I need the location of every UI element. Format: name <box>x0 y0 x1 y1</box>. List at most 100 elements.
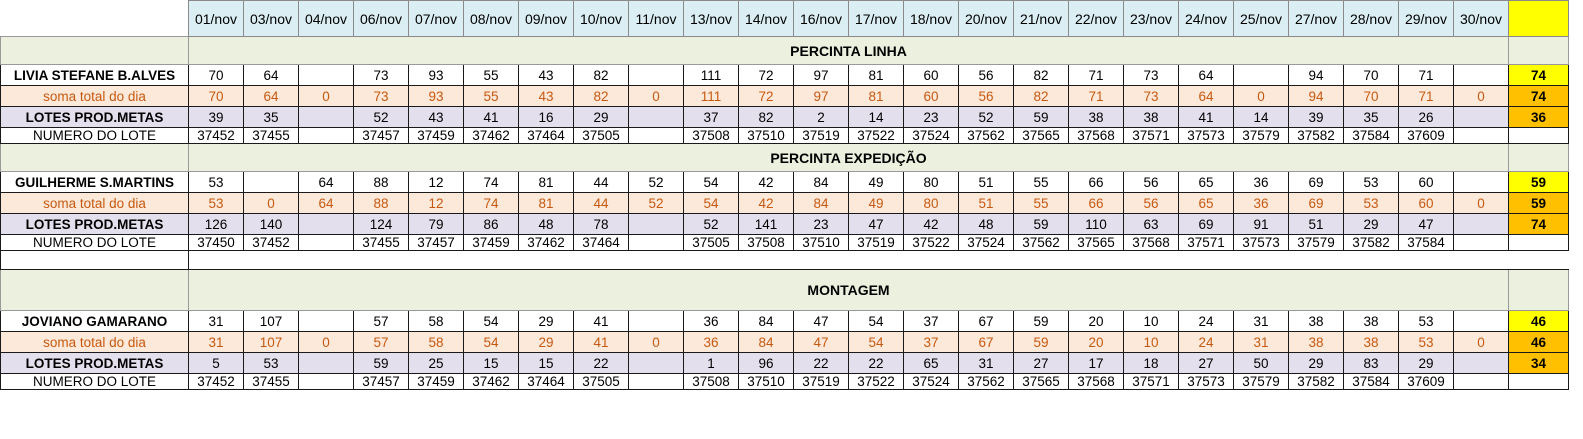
soma-value-cell[interactable]: 111 <box>683 85 739 107</box>
lotes-summary-cell[interactable]: 74 <box>1508 213 1569 235</box>
numero-value-cell[interactable] <box>628 373 684 390</box>
soma-value-cell[interactable]: 52 <box>628 192 684 214</box>
lotes-value-cell[interactable]: 22 <box>573 352 629 374</box>
numero-value-cell[interactable]: 37568 <box>1123 234 1179 251</box>
soma-value-cell[interactable]: 0 <box>628 331 684 353</box>
section-summary-cell[interactable] <box>1508 36 1569 65</box>
section-title[interactable]: MONTAGEM <box>188 269 1509 311</box>
employee-value-cell[interactable]: 59 <box>1013 310 1069 332</box>
soma-value-cell[interactable]: 56 <box>1123 192 1179 214</box>
lotes-value-cell[interactable]: 51 <box>1288 213 1344 235</box>
date-header-cell[interactable]: 23/nov <box>1123 0 1179 37</box>
lotes-value-cell[interactable]: 53 <box>243 352 299 374</box>
employee-value-cell[interactable]: 29 <box>518 310 574 332</box>
lotes-value-cell[interactable]: 52 <box>683 213 739 235</box>
lotes-value-cell[interactable]: 29 <box>1398 352 1454 374</box>
numero-value-cell[interactable] <box>1453 373 1509 390</box>
numero-value-cell[interactable]: 37565 <box>1013 127 1069 144</box>
employee-summary-cell[interactable]: 59 <box>1508 171 1569 193</box>
numero-value-cell[interactable]: 37455 <box>353 234 409 251</box>
soma-value-cell[interactable]: 81 <box>848 85 904 107</box>
date-header-cell[interactable]: 30/nov <box>1453 0 1509 37</box>
soma-value-cell[interactable]: 10 <box>1123 331 1179 353</box>
soma-value-cell[interactable]: 36 <box>683 331 739 353</box>
soma-value-cell[interactable]: 74 <box>463 192 519 214</box>
lotes-value-cell[interactable]: 59 <box>1013 213 1069 235</box>
date-header-cell[interactable]: 10/nov <box>573 0 629 37</box>
numero-label[interactable]: NUMERO DO LOTE <box>0 373 189 390</box>
lotes-value-cell[interactable]: 52 <box>958 106 1014 128</box>
employee-value-cell[interactable]: 53 <box>188 171 244 193</box>
lotes-value-cell[interactable]: 16 <box>518 106 574 128</box>
soma-value-cell[interactable]: 41 <box>573 331 629 353</box>
date-header-cell[interactable]: 16/nov <box>793 0 849 37</box>
soma-value-cell[interactable]: 64 <box>298 192 354 214</box>
lotes-value-cell[interactable]: 41 <box>463 106 519 128</box>
employee-value-cell[interactable]: 54 <box>683 171 739 193</box>
soma-label[interactable]: soma total do dia <box>0 331 189 353</box>
lotes-value-cell[interactable]: 43 <box>408 106 464 128</box>
soma-summary-cell[interactable]: 46 <box>1508 331 1569 353</box>
lotes-value-cell[interactable]: 86 <box>463 213 519 235</box>
soma-value-cell[interactable]: 51 <box>958 192 1014 214</box>
lotes-value-cell[interactable] <box>298 106 354 128</box>
soma-value-cell[interactable]: 0 <box>1453 331 1509 353</box>
numero-value-cell[interactable]: 37457 <box>408 234 464 251</box>
employee-value-cell[interactable]: 71 <box>1398 64 1454 86</box>
date-header-cell[interactable]: 01/nov <box>188 0 244 37</box>
numero-value-cell[interactable]: 37464 <box>518 373 574 390</box>
lotes-value-cell[interactable]: 50 <box>1233 352 1289 374</box>
numero-value-cell[interactable]: 37459 <box>408 127 464 144</box>
soma-value-cell[interactable]: 53 <box>1343 192 1399 214</box>
numero-label[interactable]: NUMERO DO LOTE <box>0 234 189 251</box>
date-header-cell[interactable]: 28/nov <box>1343 0 1399 37</box>
lotes-value-cell[interactable]: 39 <box>188 106 244 128</box>
numero-value-cell[interactable]: 37571 <box>1123 373 1179 390</box>
numero-summary-cell[interactable] <box>1508 373 1569 390</box>
numero-value-cell[interactable]: 37505 <box>573 127 629 144</box>
employee-value-cell[interactable] <box>298 310 354 332</box>
numero-value-cell[interactable] <box>628 127 684 144</box>
lotes-value-cell[interactable]: 59 <box>353 352 409 374</box>
employee-value-cell[interactable]: 36 <box>683 310 739 332</box>
lotes-value-cell[interactable]: 38 <box>1068 106 1124 128</box>
numero-value-cell[interactable]: 37508 <box>683 373 739 390</box>
employee-value-cell[interactable]: 94 <box>1288 64 1344 86</box>
lotes-value-cell[interactable]: 65 <box>903 352 959 374</box>
lotes-value-cell[interactable]: 47 <box>1398 213 1454 235</box>
numero-value-cell[interactable]: 37457 <box>353 373 409 390</box>
employee-value-cell[interactable]: 57 <box>353 310 409 332</box>
date-header-cell[interactable]: 24/nov <box>1178 0 1234 37</box>
numero-value-cell[interactable]: 37508 <box>738 234 794 251</box>
date-header-cell[interactable]: 11/nov <box>628 0 684 37</box>
lotes-value-cell[interactable]: 2 <box>793 106 849 128</box>
lotes-value-cell[interactable]: 17 <box>1068 352 1124 374</box>
numero-value-cell[interactable]: 37508 <box>683 127 739 144</box>
soma-value-cell[interactable]: 72 <box>738 85 794 107</box>
employee-value-cell[interactable]: 81 <box>518 171 574 193</box>
numero-value-cell[interactable]: 37505 <box>683 234 739 251</box>
soma-value-cell[interactable]: 56 <box>958 85 1014 107</box>
employee-value-cell[interactable]: 60 <box>1398 171 1454 193</box>
employee-value-cell[interactable]: 66 <box>1068 171 1124 193</box>
section-label-cell[interactable] <box>0 36 189 65</box>
lotes-value-cell[interactable]: 15 <box>463 352 519 374</box>
employee-value-cell[interactable]: 53 <box>1398 310 1454 332</box>
lotes-value-cell[interactable]: 78 <box>573 213 629 235</box>
lotes-value-cell[interactable]: 48 <box>958 213 1014 235</box>
lotes-value-cell[interactable]: 42 <box>903 213 959 235</box>
soma-value-cell[interactable]: 64 <box>1178 85 1234 107</box>
soma-value-cell[interactable]: 37 <box>903 331 959 353</box>
employee-value-cell[interactable] <box>243 171 299 193</box>
soma-value-cell[interactable]: 73 <box>1123 85 1179 107</box>
employee-value-cell[interactable]: 38 <box>1288 310 1344 332</box>
lotes-value-cell[interactable]: 14 <box>1233 106 1289 128</box>
lotes-summary-cell[interactable]: 36 <box>1508 106 1569 128</box>
lotes-value-cell[interactable]: 26 <box>1398 106 1454 128</box>
soma-value-cell[interactable]: 67 <box>958 331 1014 353</box>
date-header-cell[interactable]: 21/nov <box>1013 0 1069 37</box>
numero-value-cell[interactable] <box>298 127 354 144</box>
numero-value-cell[interactable]: 37510 <box>738 127 794 144</box>
soma-summary-cell[interactable]: 59 <box>1508 192 1569 214</box>
employee-value-cell[interactable]: 82 <box>1013 64 1069 86</box>
